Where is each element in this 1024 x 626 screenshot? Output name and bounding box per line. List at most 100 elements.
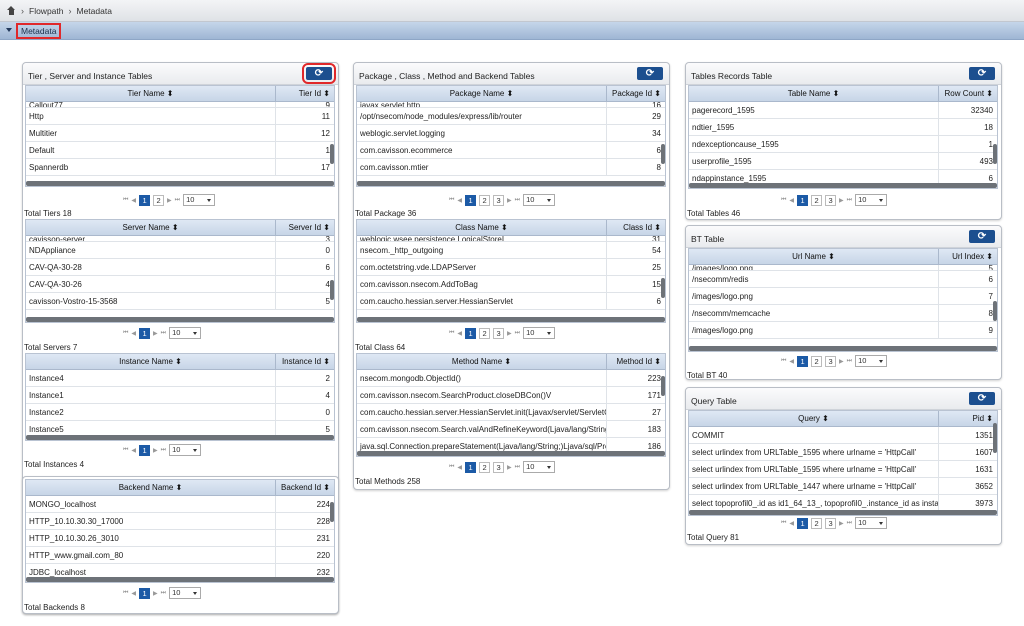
last-page-icon[interactable]: ⏭ [160, 589, 167, 596]
table-row[interactable]: com.cavisson.ecommerce 6 [357, 142, 665, 159]
table-row[interactable]: /nsecomm/memcache 8 [689, 305, 997, 322]
column-header-name[interactable]: Instance Name ⬍ [26, 354, 276, 369]
last-page-icon[interactable]: ⏭ [160, 329, 167, 336]
last-page-icon[interactable]: ⏭ [846, 196, 853, 203]
table-row[interactable]: /opt/nsecom/node_modules/express/lib/rou… [357, 108, 665, 125]
horizontal-scrollbar[interactable] [26, 317, 334, 322]
column-header-name[interactable]: Backend Name ⬍ [26, 480, 276, 495]
table-row[interactable]: HTTP_www.gmail.com_80 220 [26, 547, 334, 564]
table-row[interactable]: Spannerdb 17 [26, 159, 334, 176]
table-row[interactable]: com.cavisson.nsecom.SearchProduct.closeD… [357, 387, 665, 404]
page-size-select[interactable]: 10 [169, 327, 202, 339]
next-page-icon[interactable]: ▶ [507, 464, 512, 471]
vertical-scrollbar[interactable] [993, 144, 997, 164]
page-3-button[interactable]: 3 [493, 194, 505, 206]
table-row[interactable]: com.caucho.hessian.server.HessianServlet… [357, 293, 665, 310]
page-1-button[interactable]: 1 [139, 327, 151, 339]
horizontal-scrollbar[interactable] [26, 577, 334, 582]
breadcrumb-item-flowpath[interactable]: Flowpath [29, 5, 64, 16]
horizontal-scrollbar[interactable] [26, 435, 334, 440]
prev-page-icon[interactable]: ◀ [131, 197, 137, 204]
page-2-button[interactable]: 2 [479, 461, 491, 473]
column-header-id[interactable]: Url Index ⬍ [952, 252, 993, 261]
next-page-icon[interactable]: ▶ [153, 330, 158, 337]
column-header-name[interactable]: Server Name ⬍ [26, 220, 276, 235]
column-header-id[interactable]: Class Id ⬍ [623, 223, 661, 232]
next-page-icon[interactable]: ▶ [167, 197, 172, 204]
refresh-button[interactable]: ⟳ [969, 67, 995, 80]
page-size-select[interactable]: 10 [169, 444, 202, 456]
page-1-button[interactable]: 1 [139, 444, 151, 456]
page-2-button[interactable]: 2 [479, 194, 491, 206]
next-page-icon[interactable]: ▶ [507, 197, 512, 204]
table-row[interactable]: select urlindex from URLTable_1595 where… [689, 461, 997, 478]
prev-page-icon[interactable]: ◀ [789, 358, 795, 365]
table-row[interactable]: /nsecomm/redis 6 [689, 271, 997, 288]
column-header-name[interactable]: Url Name ⬍ [689, 249, 939, 264]
table-row[interactable]: /images/logo.png 9 [689, 322, 997, 339]
column-header-id[interactable]: Tier Id ⬍ [298, 89, 330, 98]
prev-page-icon[interactable]: ◀ [457, 330, 463, 337]
page-2-button[interactable]: 2 [811, 517, 823, 529]
table-row[interactable]: HTTP_10.10.30.30_17000 228 [26, 513, 334, 530]
prev-page-icon[interactable]: ◀ [131, 447, 137, 454]
refresh-button[interactable]: ⟳ [969, 230, 995, 243]
table-row[interactable]: weblogic.servlet.logging 34 [357, 125, 665, 142]
refresh-button[interactable]: ⟳ [637, 67, 663, 80]
page-1-button[interactable]: 1 [139, 194, 151, 206]
vertical-scrollbar[interactable] [993, 423, 997, 453]
vertical-scrollbar[interactable] [661, 376, 665, 396]
first-page-icon[interactable]: ⏮ [781, 196, 787, 203]
page-1-button[interactable]: 1 [465, 327, 477, 339]
table-row[interactable]: /images/logo.png 5 [689, 265, 997, 271]
column-header-id[interactable]: Row Count ⬍ [944, 89, 994, 98]
table-row[interactable]: pagerecord_1595 32340 [689, 102, 997, 119]
page-1-button[interactable]: 1 [797, 517, 809, 529]
table-row[interactable]: weblogic.wsee.persistence.LogicalStoreI 3… [357, 236, 665, 242]
table-row[interactable]: Instance2 0 [26, 404, 334, 421]
page-size-select[interactable]: 10 [855, 517, 888, 529]
column-header-id[interactable]: Package Id ⬍ [612, 89, 661, 98]
page-1-button[interactable]: 1 [465, 194, 477, 206]
page-3-button[interactable]: 3 [493, 461, 505, 473]
caret-down-icon[interactable] [6, 28, 12, 32]
column-header-name[interactable]: Tier Name ⬍ [26, 86, 276, 101]
page-3-button[interactable]: 3 [825, 355, 837, 367]
table-row[interactable]: Default 1 [26, 142, 334, 159]
first-page-icon[interactable]: ⏮ [123, 196, 129, 203]
table-row[interactable]: CAV-QA-30-28 6 [26, 259, 334, 276]
column-header-name[interactable]: Package Name ⬍ [357, 86, 607, 101]
page-1-button[interactable]: 1 [797, 194, 809, 206]
vertical-scrollbar[interactable] [330, 280, 334, 300]
page-1-button[interactable]: 1 [139, 587, 151, 599]
table-row[interactable]: NDAppliance 0 [26, 242, 334, 259]
table-row[interactable]: MONGO_localhost 224 [26, 496, 334, 513]
horizontal-scrollbar[interactable] [26, 181, 334, 186]
vertical-scrollbar[interactable] [330, 502, 334, 522]
last-page-icon[interactable]: ⏭ [846, 519, 853, 526]
table-row[interactable]: HTTP_10.10.30.26_3010 231 [26, 530, 334, 547]
first-page-icon[interactable]: ⏮ [449, 196, 455, 203]
prev-page-icon[interactable]: ◀ [457, 464, 463, 471]
vertical-scrollbar[interactable] [661, 144, 665, 164]
first-page-icon[interactable]: ⏮ [449, 463, 455, 470]
first-page-icon[interactable]: ⏮ [123, 589, 129, 596]
page-2-button[interactable]: 2 [479, 327, 491, 339]
horizontal-scrollbar[interactable] [689, 346, 997, 351]
table-row[interactable]: nsecom.mongodb.ObjectId() 223 [357, 370, 665, 387]
table-row[interactable]: com.cavisson.mtier 8 [357, 159, 665, 176]
prev-page-icon[interactable]: ◀ [789, 197, 795, 204]
page-size-select[interactable]: 10 [523, 327, 556, 339]
table-row[interactable]: ndexceptioncause_1595 1 [689, 136, 997, 153]
horizontal-scrollbar[interactable] [357, 317, 665, 322]
next-page-icon[interactable]: ▶ [839, 520, 844, 527]
column-header-id[interactable]: Instance Id ⬍ [281, 357, 330, 366]
table-row[interactable]: Instance4 2 [26, 370, 334, 387]
first-page-icon[interactable]: ⏮ [123, 446, 129, 453]
first-page-icon[interactable]: ⏮ [449, 329, 455, 336]
next-page-icon[interactable]: ▶ [839, 358, 844, 365]
vertical-scrollbar[interactable] [661, 278, 665, 298]
page-2-button[interactable]: 2 [811, 355, 823, 367]
next-page-icon[interactable]: ▶ [153, 590, 158, 597]
table-row[interactable]: com.caucho.hessian.server.HessianServlet… [357, 404, 665, 421]
